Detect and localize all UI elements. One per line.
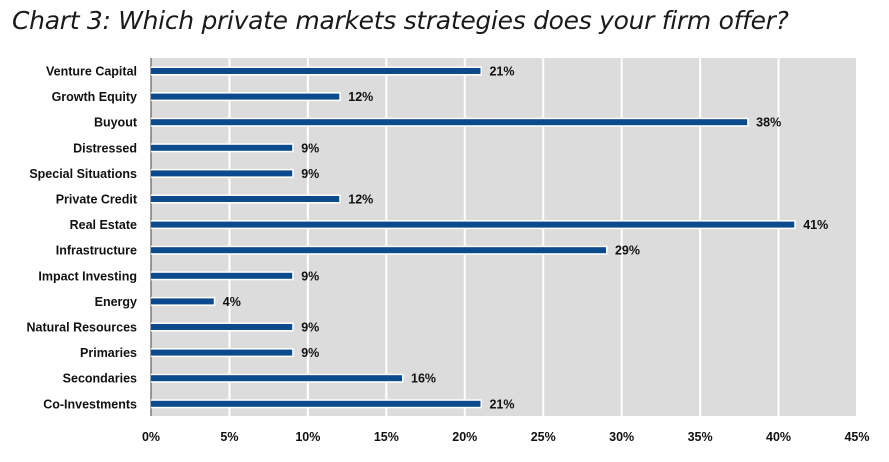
category-label: Natural Resources	[27, 321, 138, 335]
bar	[151, 247, 606, 254]
category-label: Real Estate	[70, 218, 137, 232]
x-tick-label: 30%	[609, 430, 634, 444]
data-label: 16%	[411, 372, 436, 386]
data-label: 9%	[301, 269, 319, 283]
category-label: Infrastructure	[56, 244, 137, 258]
x-tick-label: 10%	[295, 430, 320, 444]
category-label: Buyout	[94, 116, 138, 130]
category-label: Impact Investing	[38, 269, 137, 283]
bar	[151, 68, 481, 74]
category-label: Venture Capital	[46, 65, 137, 79]
bar	[151, 221, 795, 228]
data-label: 41%	[803, 218, 828, 232]
data-label: 38%	[756, 116, 781, 130]
bar	[151, 400, 481, 407]
data-label: 12%	[348, 90, 373, 104]
category-label: Primaries	[80, 346, 137, 360]
category-label: Growth Equity	[52, 90, 137, 104]
x-tick-label: 15%	[374, 430, 399, 444]
data-label: 9%	[301, 167, 319, 181]
category-label: Co-Investments	[43, 397, 137, 411]
data-label: 29%	[615, 244, 640, 258]
bar	[151, 272, 293, 279]
bar	[151, 170, 293, 177]
category-label: Special Situations	[29, 167, 137, 181]
chart-title: Chart 3: Which private markets strategie…	[12, 6, 789, 35]
category-label: Energy	[95, 295, 137, 309]
bar	[151, 349, 293, 356]
x-tick-label: 40%	[766, 430, 791, 444]
x-tick-label: 25%	[531, 430, 556, 444]
category-label: Secondaries	[63, 372, 137, 386]
data-label: 21%	[489, 65, 514, 79]
bar	[151, 298, 214, 305]
category-label: Distressed	[73, 141, 137, 155]
bar	[151, 119, 748, 126]
x-tick-label: 45%	[844, 430, 869, 444]
data-label: 12%	[348, 193, 373, 207]
bar	[151, 196, 340, 202]
x-tick-label: 20%	[452, 430, 477, 444]
data-label: 9%	[301, 141, 319, 155]
bar	[151, 93, 340, 100]
x-tick-label: 35%	[688, 430, 713, 444]
data-label: 9%	[301, 321, 319, 335]
bar	[151, 144, 293, 151]
x-tick-label: 5%	[220, 430, 238, 444]
data-label: 4%	[223, 295, 241, 309]
data-label: 21%	[489, 397, 514, 411]
bar	[151, 324, 293, 330]
x-tick-label: 0%	[142, 430, 160, 444]
data-label: 9%	[301, 346, 319, 360]
bar	[151, 375, 403, 382]
plot-area	[151, 58, 857, 416]
category-label: Private Credit	[56, 193, 138, 207]
